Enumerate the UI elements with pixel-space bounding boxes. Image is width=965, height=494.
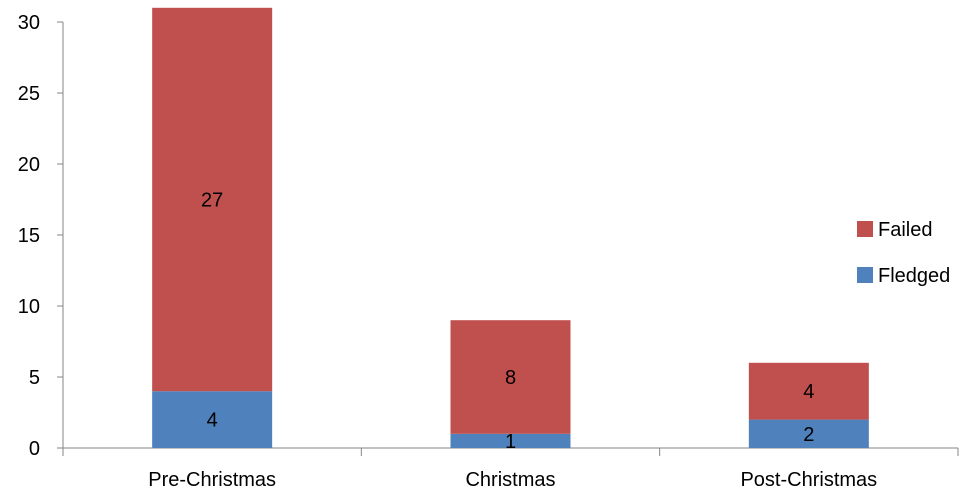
- legend-label-fledged: Fledged: [878, 265, 950, 287]
- data-label-failed: 4: [803, 381, 814, 403]
- y-tick-label: 10: [18, 296, 40, 318]
- legend-label-failed: Failed: [878, 219, 932, 241]
- y-tick-label: 20: [18, 154, 40, 176]
- x-axis: Pre-Christmas Christmas Post-Christmas: [62, 447, 959, 491]
- y-axis: 0 5 10 15 20 25 30: [18, 12, 64, 460]
- data-labels: 4 27 1 8 2 4: [201, 190, 814, 453]
- legend-swatch-fledged: [857, 267, 873, 283]
- data-label-fledged: 4: [207, 410, 218, 432]
- y-tick-label: 5: [29, 367, 40, 389]
- x-category-label: Post-Christmas: [740, 469, 877, 491]
- bar-fledged-christmas: [450, 433, 571, 448]
- bar-fledged-post-christmas: [748, 419, 869, 448]
- x-category-label: Pre-Christmas: [148, 469, 276, 491]
- bar-failed-pre-christmas: [152, 7, 273, 392]
- x-category-label: Christmas: [465, 469, 555, 491]
- data-label-failed: 8: [505, 367, 516, 389]
- y-tick-label: 25: [18, 83, 40, 105]
- data-label-failed: 27: [201, 190, 223, 212]
- bar-failed-christmas: [450, 320, 571, 434]
- bars: [152, 7, 869, 448]
- data-label-fledged: 1: [505, 431, 516, 453]
- legend-swatch-failed: [857, 221, 873, 237]
- y-tick-label: 0: [29, 438, 40, 460]
- bar-failed-post-christmas: [748, 362, 869, 420]
- legend: Failed Fledged: [857, 219, 950, 287]
- bar-fledged-pre-christmas: [152, 391, 273, 448]
- data-label-fledged: 2: [803, 424, 814, 446]
- y-tick-label: 30: [18, 12, 40, 34]
- y-tick-label: 15: [18, 225, 40, 247]
